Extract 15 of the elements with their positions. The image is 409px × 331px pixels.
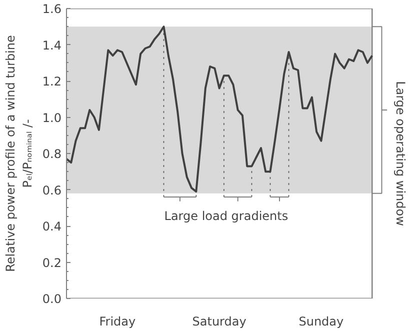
y-tick-label: 0.8 [42,147,62,161]
annotation: Large load gradients [164,208,288,223]
y-tick-label: 0.0 [42,292,62,306]
y-tick-label: 0.2 [42,256,62,270]
y-axis-title: Relative power profile of a wind turbine Pₑₗ/Pₙₒₘᵢₙₐₗ /- [4,35,34,272]
x-tick-label: Sunday [298,314,344,328]
y-tick-label: 1.4 [42,38,62,52]
y-tick-label: 1.6 [42,2,62,16]
y-tick-label: 0.6 [42,183,62,198]
band-label: Large operating window [394,81,408,226]
x-tick-label: Friday [99,314,136,328]
x-tick-label: Saturday [192,314,246,328]
y-tick-label: 1.2 [42,74,62,88]
y-tick-label: 0.4 [42,220,62,234]
y-tick-label: 1.0 [42,110,62,125]
